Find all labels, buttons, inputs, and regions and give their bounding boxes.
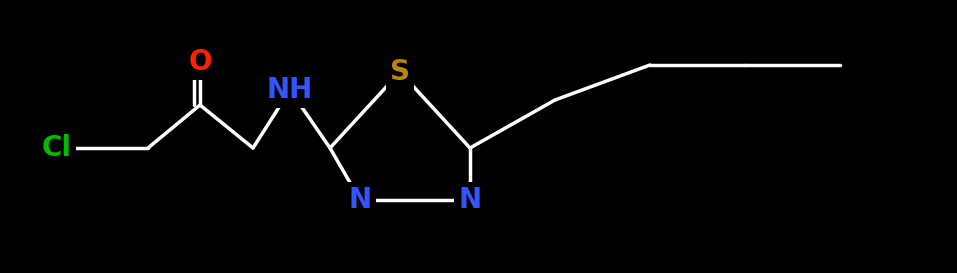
Text: S: S (390, 58, 410, 86)
Text: NH: NH (267, 76, 313, 104)
Text: N: N (458, 186, 481, 214)
Text: Cl: Cl (42, 134, 72, 162)
Text: O: O (189, 48, 211, 76)
Text: N: N (348, 186, 371, 214)
